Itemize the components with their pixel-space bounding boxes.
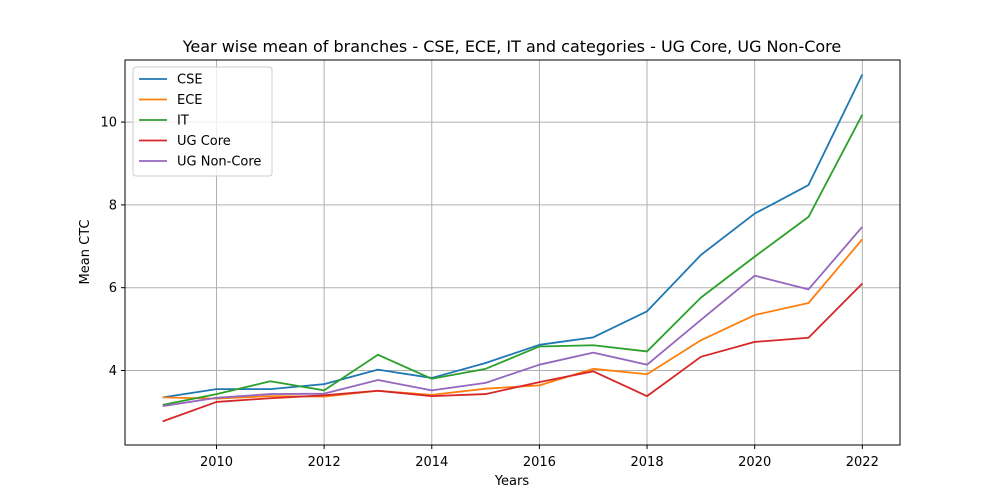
y-tick-label: 6 xyxy=(109,281,117,296)
series-line-ug-non-core xyxy=(162,226,864,407)
legend-label-cse: CSE xyxy=(177,73,203,88)
legend-box xyxy=(132,66,273,177)
series-line-ug-core xyxy=(162,282,863,423)
series-line-it xyxy=(162,114,864,406)
legend-label-ug-core: UG Core xyxy=(177,134,231,149)
x-tick-label: 2020 xyxy=(738,455,771,470)
chart-title: Year wise mean of branches - CSE, ECE, I… xyxy=(182,37,842,56)
plot-frame xyxy=(124,59,901,446)
y-tick-label: 8 xyxy=(109,198,117,213)
x-tick-label: 2016 xyxy=(523,455,556,470)
x-tick-label: 2018 xyxy=(631,455,664,470)
x-tick-label: 2010 xyxy=(200,455,233,470)
x-tick-label: 2014 xyxy=(415,455,448,470)
series-line-cse xyxy=(162,74,864,399)
legend-label-ug-non-core: UG Non-Core xyxy=(177,155,261,170)
legend-label-ece: ECE xyxy=(177,93,203,108)
series-line-ece xyxy=(162,238,864,400)
legend: CSE ECE IT UG Core UG Non-Core xyxy=(132,66,273,177)
y-axis-label: Mean CTC xyxy=(78,220,93,285)
y-tick-label: 4 xyxy=(109,364,117,379)
axis-ticks: 2010 2012 2014 2016 2018 2020 2022 4 6 8 10 xyxy=(100,116,878,470)
legend-label-it: IT xyxy=(177,114,189,129)
x-tick-label: 2022 xyxy=(846,455,879,470)
y-tick-label: 10 xyxy=(100,116,117,131)
series-lines xyxy=(162,74,864,423)
x-axis-label: Years xyxy=(494,474,530,489)
x-tick-label: 2012 xyxy=(308,455,341,470)
